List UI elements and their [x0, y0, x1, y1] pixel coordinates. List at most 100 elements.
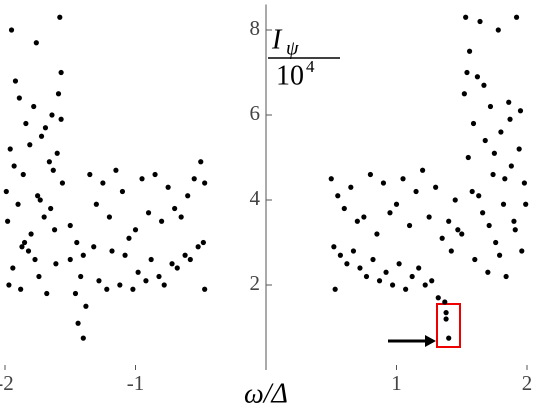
y-tick-label: 4: [250, 186, 261, 210]
data-point: [400, 176, 406, 182]
data-point: [361, 214, 367, 220]
highlight-box: [436, 303, 461, 348]
data-point: [126, 235, 132, 241]
data-point: [50, 167, 56, 173]
data-point: [500, 201, 507, 207]
data-point: [389, 282, 396, 288]
data-point: [20, 171, 26, 178]
data-point: [191, 176, 197, 182]
data-point: [506, 99, 512, 105]
data-point: [6, 282, 12, 288]
data-point: [403, 286, 409, 292]
data-point: [435, 295, 441, 301]
data-point: [344, 261, 350, 267]
y-label-subscript: ψ: [286, 38, 299, 60]
data-point: [376, 278, 383, 284]
data-point: [502, 176, 508, 182]
data-point: [335, 193, 341, 199]
data-point: [409, 273, 415, 280]
data-point: [422, 282, 428, 288]
data-point: [16, 95, 22, 101]
data-point: [513, 14, 520, 20]
data-point: [7, 146, 13, 152]
data-point: [174, 265, 180, 271]
data-point: [200, 239, 206, 246]
data-point: [476, 193, 482, 199]
data-point: [32, 256, 38, 263]
data-point: [507, 116, 513, 122]
data-point: [75, 320, 81, 326]
data-point: [113, 167, 119, 173]
data-point: [328, 176, 334, 182]
data-point: [452, 197, 458, 203]
data-point: [159, 218, 165, 224]
data-point: [477, 18, 483, 25]
data-point: [517, 108, 524, 114]
data-point: [12, 78, 19, 84]
data-point: [51, 227, 58, 233]
data-point: [165, 184, 171, 190]
data-point: [493, 239, 499, 246]
data-point: [426, 214, 432, 220]
data-point: [443, 310, 449, 316]
data-point: [58, 116, 64, 122]
data-point: [363, 273, 370, 280]
data-point: [429, 278, 435, 284]
y-label-denominator: 10: [276, 60, 304, 91]
data-point: [152, 171, 158, 178]
data-point: [132, 227, 139, 233]
data-point: [406, 222, 413, 229]
y-tick-label: 8: [250, 16, 261, 40]
data-point: [465, 154, 471, 161]
data-point: [11, 163, 17, 169]
data-point: [442, 299, 448, 305]
data-point: [74, 239, 80, 246]
data-point: [503, 273, 509, 280]
data-point: [38, 133, 45, 139]
data-point: [27, 142, 33, 148]
data-point: [341, 205, 347, 212]
data-point: [387, 210, 393, 216]
data-point: [35, 193, 41, 199]
data-point: [10, 265, 16, 271]
data-point: [523, 201, 529, 207]
data-point: [106, 214, 112, 220]
data-point: [67, 222, 73, 229]
data-point: [37, 197, 43, 203]
data-point: [198, 159, 204, 165]
data-point: [19, 244, 25, 250]
data-point: [331, 244, 337, 250]
data-point: [332, 286, 338, 292]
data-point: [185, 193, 191, 199]
data-point: [413, 188, 419, 195]
data-point: [472, 256, 478, 263]
data-point: [350, 248, 357, 254]
data-point: [59, 180, 66, 186]
data-point: [33, 40, 39, 46]
data-point: [195, 244, 201, 250]
data-point: [53, 261, 59, 267]
y-tick-label: 2: [250, 271, 261, 295]
data-point: [521, 180, 527, 186]
data-point: [490, 171, 496, 178]
data-point: [374, 231, 380, 237]
data-point: [23, 120, 29, 127]
data-point: [482, 137, 488, 144]
data-point: [145, 210, 152, 216]
data-point: [496, 252, 503, 258]
data-point: [455, 227, 461, 233]
data-point: [508, 163, 514, 169]
data-point: [119, 188, 126, 195]
data-point: [486, 222, 492, 229]
data-point: [446, 218, 452, 224]
data-point: [156, 273, 162, 280]
data-point: [464, 69, 470, 76]
data-point: [202, 286, 208, 292]
data-point: [42, 125, 49, 131]
data-point: [498, 129, 504, 135]
data-point: [130, 286, 136, 292]
data-point: [182, 252, 188, 258]
data-point: [516, 146, 522, 152]
data-point: [511, 218, 517, 224]
